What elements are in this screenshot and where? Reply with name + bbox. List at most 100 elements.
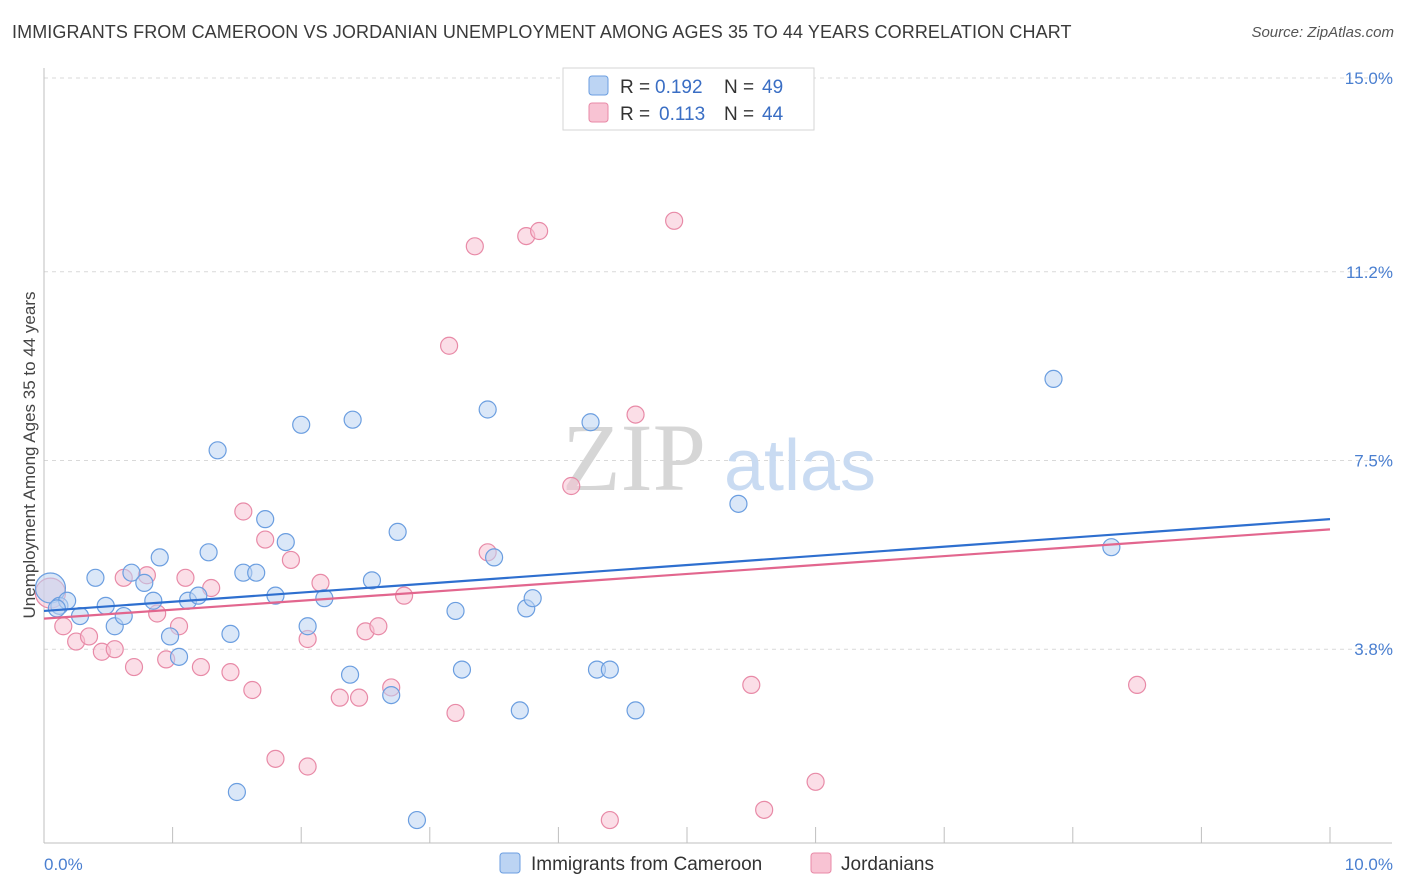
data-point-jordanians	[1127, 675, 1147, 695]
data-point-cameroon	[1102, 538, 1121, 557]
y-tick-label: 11.2%	[1346, 263, 1393, 282]
tick-labels: 3.8% 7.5% 11.2% 15.0% 0.0% 10.0%	[44, 69, 1393, 874]
data-point-cameroon	[388, 522, 407, 542]
data-point-jordanians	[298, 757, 317, 776]
chart-title: IMMIGRANTS FROM CAMEROON VS JORDANIAN UN…	[12, 22, 1072, 42]
gridlines	[44, 77, 1392, 650]
data-point-jordanians	[234, 502, 253, 521]
data-point-jordanians	[243, 680, 262, 700]
data-point-jordanians	[79, 627, 99, 646]
legend-swatch-pink	[588, 102, 609, 123]
trend-line-jordanians	[43, 528, 1331, 620]
data-point-jordanians	[394, 586, 414, 605]
data-point-jordanians	[562, 476, 581, 496]
data-point-jordanians	[369, 617, 388, 636]
data-point-jordanians	[446, 703, 465, 723]
trend-lines	[43, 518, 1331, 620]
data-point-cameroon	[122, 563, 141, 582]
legend-r-label-pink: R =	[620, 104, 650, 125]
legend-n-value-pink: 44	[762, 104, 784, 125]
data-point-jordanians	[124, 657, 144, 677]
data-point-jordanians	[755, 800, 774, 819]
correlation-legend: R = 0.192 N = 49 R = 0.113 N = 44	[562, 67, 815, 131]
data-point-jordanians	[266, 749, 285, 768]
data-point-cameroon	[343, 410, 362, 429]
series-legend: Immigrants from Cameroon Jordanians	[499, 852, 934, 875]
x-tick-label: 0.0%	[44, 855, 83, 874]
x-tick-label: 10.0%	[1345, 855, 1393, 874]
data-point-jordanians	[600, 810, 619, 830]
data-point-jordanians	[439, 336, 459, 355]
data-point-cameroon	[292, 415, 311, 434]
legend-r-value-blue: 0.192	[655, 77, 703, 98]
data-point-cameroon	[276, 532, 295, 552]
data-point-cameroon	[523, 589, 542, 608]
data-point-cameroon	[298, 617, 317, 636]
data-point-cameroon	[47, 599, 66, 618]
data-point-jordanians	[191, 657, 210, 677]
trend-line-cameroon	[43, 518, 1331, 613]
data-point-jordanians	[105, 640, 124, 659]
data-point-jordanians	[665, 211, 684, 230]
data-point-cameroon	[160, 627, 180, 646]
data-point-cameroon	[729, 494, 748, 513]
source-label: Source: ZipAtlas.com	[1251, 24, 1394, 41]
data-point-cameroon	[208, 441, 227, 460]
data-point-cameroon	[221, 624, 240, 644]
data-point-cameroon	[189, 586, 208, 605]
data-point-cameroon	[199, 543, 218, 562]
data-point-jordanians	[176, 568, 195, 587]
data-point-cameroon	[1044, 369, 1063, 388]
data-point-cameroon	[227, 782, 246, 802]
data-point-jordanians	[742, 675, 761, 695]
data-point-cameroon	[135, 573, 154, 593]
data-point-cameroon	[340, 665, 360, 684]
legend-n-value-blue: 49	[762, 77, 783, 98]
data-point-jordanians	[311, 573, 330, 593]
data-point-cameroon	[256, 510, 275, 529]
bottom-legend-label-jordanians: Jordanians	[841, 854, 934, 875]
data-point-jordanians	[626, 405, 645, 424]
data-point-cameroon	[150, 548, 169, 567]
legend-n-label-pink: N =	[724, 104, 754, 125]
legend-r-label-blue: R =	[620, 77, 650, 98]
data-point-cameroon	[169, 647, 189, 666]
data-point-cameroon	[510, 701, 529, 720]
data-point-cameroon	[452, 660, 472, 679]
data-point-jordanians	[349, 688, 369, 707]
data-point-jordanians	[530, 221, 549, 241]
legend-n-label-blue: N =	[724, 77, 754, 98]
data-point-jordanians	[221, 663, 240, 682]
bottom-legend-swatch-jordanians	[810, 852, 832, 874]
data-point-cameroon	[600, 660, 619, 679]
bottom-legend-swatch-cameroon	[499, 852, 521, 874]
watermark: ZIP atlas	[562, 404, 876, 511]
y-tick-label: 15.0%	[1345, 69, 1393, 88]
data-point-cameroon	[581, 413, 600, 432]
data-point-cameroon	[382, 685, 401, 705]
data-point-cameroon	[86, 568, 105, 587]
series-jordanians	[34, 211, 1147, 830]
data-point-jordanians	[256, 530, 275, 549]
data-point-cameroon	[362, 571, 382, 590]
data-point-jordanians	[54, 617, 73, 636]
data-point-cameroon	[478, 400, 497, 419]
data-point-cameroon	[446, 601, 465, 621]
axes	[43, 68, 1392, 844]
data-point-jordanians	[465, 237, 484, 256]
data-point-cameroon	[485, 548, 504, 567]
watermark-atlas: atlas	[724, 426, 876, 506]
legend-swatch-blue	[588, 75, 609, 96]
legend-r-value-pink: 0.113	[659, 104, 705, 125]
data-point-jordanians	[330, 688, 349, 707]
data-point-cameroon	[144, 591, 163, 610]
y-tick-label: 3.8%	[1354, 640, 1393, 659]
y-tick-label: 7.5%	[1354, 452, 1393, 471]
data-point-cameroon	[114, 606, 133, 626]
data-point-cameroon	[407, 810, 427, 830]
data-point-cameroon	[247, 563, 266, 582]
data-point-jordanians	[806, 772, 825, 791]
data-point-jordanians	[281, 550, 301, 570]
bottom-legend-label-cameroon: Immigrants from Cameroon	[531, 854, 762, 875]
